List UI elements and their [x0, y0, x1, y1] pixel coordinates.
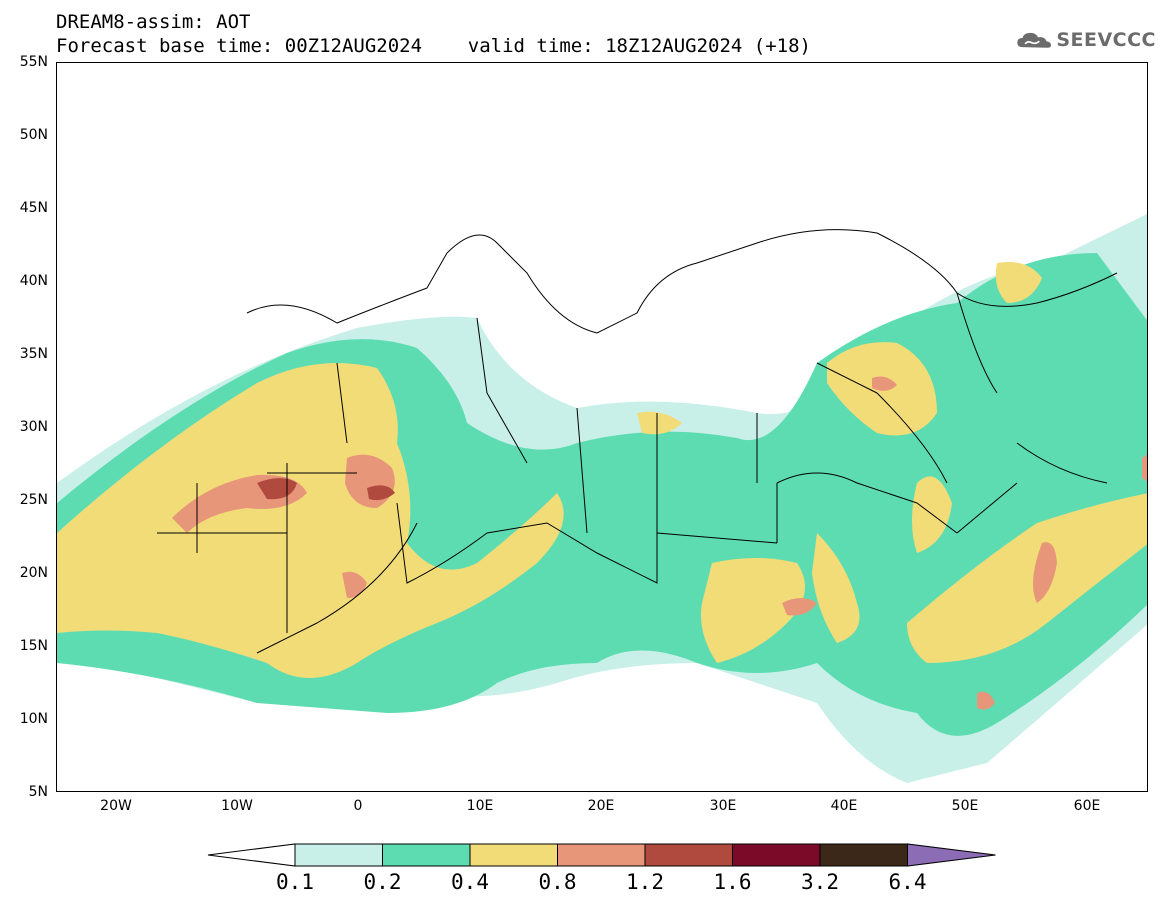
colorbar-swatch — [382, 843, 471, 867]
logo: SEEVCCC — [1016, 22, 1156, 58]
lon-label: 20W — [100, 798, 132, 814]
colorbar-label: 0.2 — [363, 870, 402, 894]
map-title: DREAM8-assim: AOT — [56, 11, 251, 33]
aot-band-0.4 — [57, 262, 1147, 678]
colorbar-label: 0.1 — [276, 870, 314, 894]
colorbar-swatch — [819, 843, 908, 867]
aot-field — [57, 213, 1147, 783]
country-borders — [157, 229, 1118, 654]
lat-label: 25N — [19, 492, 48, 508]
lon-label: 10W — [221, 798, 253, 814]
lat-label: 15N — [19, 638, 48, 654]
aot-map — [56, 62, 1148, 792]
lat-label: 55N — [19, 54, 48, 70]
cloud-logo-icon — [1017, 32, 1052, 48]
colorbar-label: 1.6 — [713, 870, 752, 894]
colorbar-label: 0.4 — [451, 870, 489, 894]
lat-label: 30N — [19, 419, 48, 435]
lat-label: 40N — [19, 273, 48, 289]
lon-label: 40E — [830, 798, 858, 814]
lat-label: 35N — [19, 346, 48, 362]
aot-band-0.8 — [172, 376, 1147, 710]
colorbar-label: 0.8 — [538, 870, 577, 894]
lat-label: 5N — [28, 784, 48, 800]
lon-label: 30E — [709, 798, 737, 814]
colorbar-swatch — [469, 843, 558, 867]
logo-text: SEEVCCC — [1056, 29, 1156, 51]
lon-label: 20E — [587, 798, 615, 814]
colorbar-label: 3.2 — [801, 870, 839, 894]
lat-label: 20N — [19, 565, 48, 581]
lat-label: 10N — [19, 711, 48, 727]
colorbar-over-arrow — [907, 843, 996, 867]
colorbar-swatch — [294, 843, 383, 867]
lon-label: 50E — [951, 798, 979, 814]
lon-label: 60E — [1073, 798, 1101, 814]
colorbar-under-arrow — [207, 843, 296, 867]
lon-label: 0 — [353, 798, 363, 814]
lon-label: 10E — [466, 798, 494, 814]
colorbar — [207, 843, 996, 867]
colorbar-swatch — [732, 843, 821, 867]
colorbar-swatch — [557, 843, 646, 867]
map-subtitle: Forecast base time: 00Z12AUG2024 valid t… — [56, 35, 811, 57]
colorbar-swatch — [644, 843, 733, 867]
lat-label: 45N — [19, 200, 48, 216]
colorbar-label: 6.4 — [888, 870, 927, 894]
lat-label: 50N — [19, 127, 48, 143]
colorbar-label: 1.2 — [626, 870, 664, 894]
